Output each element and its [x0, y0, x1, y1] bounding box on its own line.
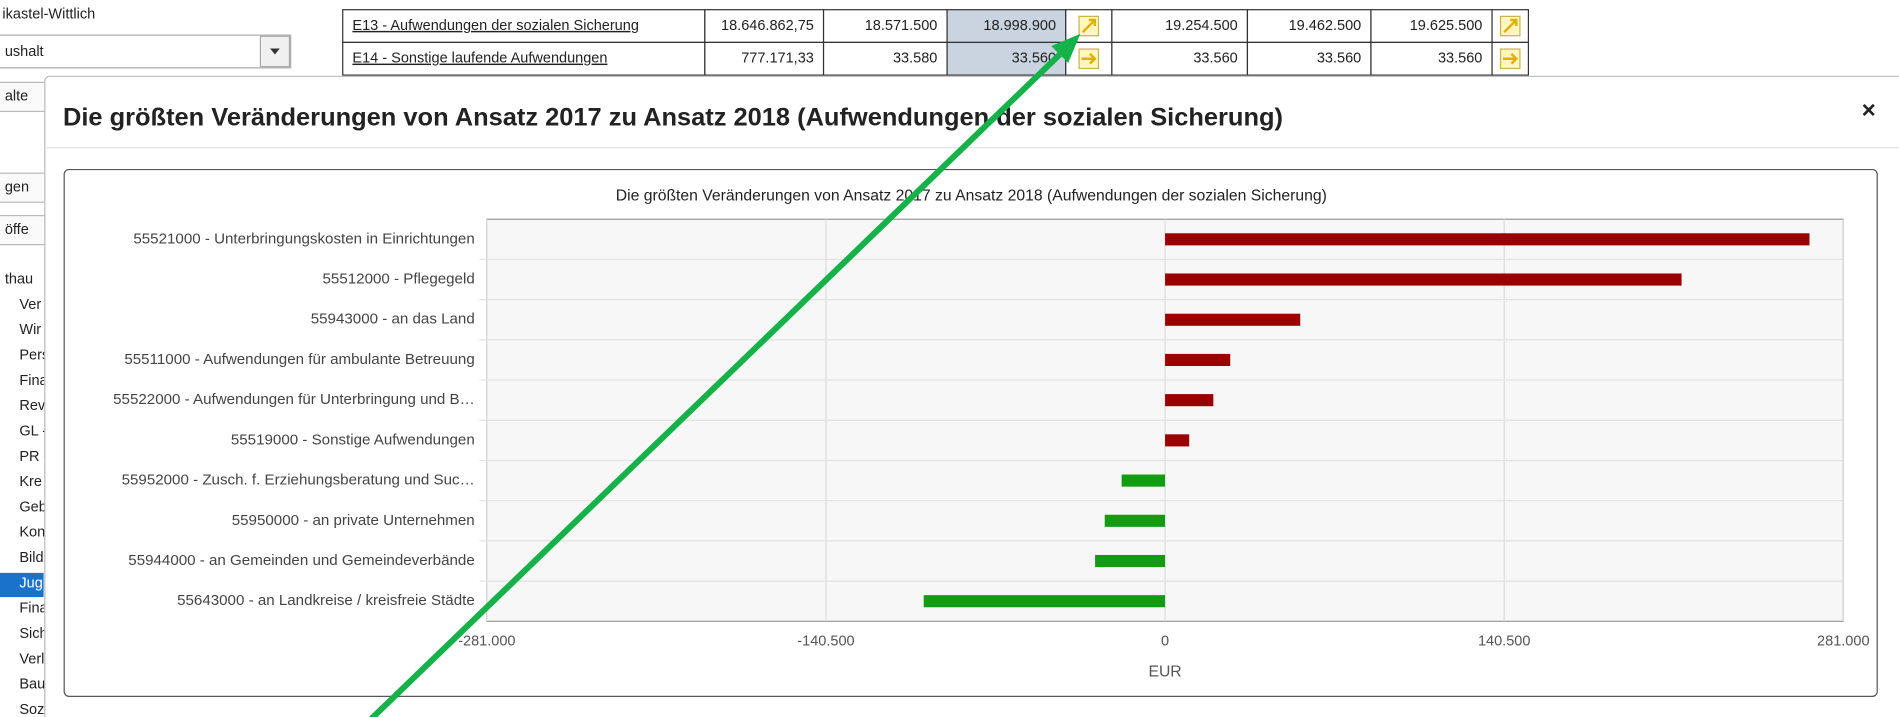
- table-cell: [342, 41, 706, 76]
- sidebar-button-label[interactable]: alte: [5, 89, 28, 105]
- sidebar-item[interactable]: Kre: [19, 474, 42, 490]
- sidebar-item[interactable]: Rev: [19, 398, 46, 414]
- table-value: 33.560: [1193, 51, 1237, 67]
- table-cell: [822, 9, 948, 44]
- y-tick-label: 55643000 - an Landkreise / kreisfreie St…: [177, 592, 475, 609]
- dropdown-value: ushalt: [5, 44, 44, 60]
- sidebar-button-label[interactable]: gen: [5, 180, 29, 196]
- y-tick-label: 55952000 - Zusch. f. Erziehungsberatung …: [122, 472, 475, 489]
- x-tick-label: 0: [1161, 634, 1169, 650]
- y-tick-label: 55944000 - an Gemeinden und Gemeindeverb…: [128, 552, 474, 569]
- bar: [1165, 273, 1682, 286]
- table-cell: [1246, 9, 1372, 44]
- dropdown-caret: [270, 48, 280, 55]
- x-tick-label: 281.000: [1817, 634, 1869, 650]
- sidebar-item[interactable]: GL -: [19, 423, 47, 439]
- x-tick-label: 140.500: [1478, 634, 1530, 650]
- table-value: 33.560: [1012, 51, 1056, 67]
- bar: [1165, 313, 1301, 326]
- sidebar-item[interactable]: Fina: [19, 373, 48, 389]
- row-link[interactable]: E14 - Sonstige laufende Aufwendungen: [352, 51, 607, 67]
- sidebar-item[interactable]: Kon: [19, 525, 45, 541]
- chart-layer: -281.000 -140.500 0 140.500 281.000 55521000 …: [113, 219, 1870, 650]
- sidebar-item[interactable]: Geb: [19, 499, 46, 515]
- row-link[interactable]: E13 - Aufwendungen der sozialen Sicherun…: [352, 18, 638, 34]
- sidebar-item[interactable]: Wir: [19, 322, 41, 338]
- table-cell: [1246, 41, 1372, 76]
- annotation-arrow: [368, 51, 1064, 717]
- y-tick-label: 55519000 - Sonstige Aufwendungen: [231, 431, 475, 448]
- table-value: 33.560: [1317, 51, 1361, 67]
- sidebar-item[interactable]: Bild: [19, 550, 43, 566]
- x-tick-label: -281.000: [458, 634, 515, 650]
- sidebar-item[interactable]: Sich: [19, 626, 47, 642]
- sidebar-item[interactable]: PR -: [19, 449, 48, 465]
- table-cell: [342, 9, 706, 44]
- sidebar-item[interactable]: Bau: [19, 677, 45, 693]
- bar: [1165, 434, 1190, 447]
- bar: [1165, 394, 1214, 407]
- table-value: 18.998.900: [983, 18, 1056, 34]
- close-button[interactable]: ×: [1862, 97, 1876, 124]
- trend-arrow: [1081, 18, 1097, 33]
- bar: [1165, 233, 1810, 246]
- table-value: 19.254.500: [1165, 18, 1238, 34]
- y-tick-label: 55522000 - Aufwendungen für Unterbringun…: [113, 391, 475, 408]
- modal-title: Die größten Veränderungen von Ansatz 201…: [63, 103, 1283, 131]
- annotation-arrowhead: [1051, 33, 1081, 63]
- x-axis-label: EUR: [1148, 663, 1181, 680]
- trend-arrow: [1502, 53, 1519, 65]
- sidebar-item[interactable]: Verl: [19, 651, 44, 667]
- table-value: 18.571.500: [865, 18, 938, 34]
- bar: [1104, 514, 1166, 527]
- sidebar-item[interactable]: Soz: [19, 702, 44, 717]
- y-tick-label: 55511000 - Aufwendungen für ambulante Be…: [124, 351, 474, 368]
- trend-arrow: [1081, 53, 1097, 65]
- table-cell: [1370, 9, 1493, 44]
- sidebar-item[interactable]: thau: [5, 272, 33, 288]
- table-cell: [1370, 41, 1493, 76]
- y-tick-label: 55512000 - Pflegegeld: [323, 271, 475, 288]
- sidebar-item[interactable]: Ver: [19, 297, 41, 313]
- table-value: 33.560: [1438, 51, 1482, 67]
- x-tick-label: -140.500: [797, 634, 854, 650]
- sidebar-location: ikastel-Wittlich: [2, 6, 95, 22]
- bar: [923, 595, 1166, 608]
- y-tick-label: 55943000 - an das Land: [311, 311, 475, 328]
- table-value: 777.171,33: [741, 51, 814, 67]
- sidebar-item[interactable]: Jug: [19, 575, 42, 591]
- bar: [1121, 474, 1166, 487]
- table-cell: [704, 41, 825, 76]
- selected-item-bg: [0, 572, 44, 598]
- chart-title: Die größten Veränderungen von Ansatz 201…: [616, 187, 1327, 204]
- table-value: 18.646.862,75: [721, 18, 814, 34]
- sidebar-button-label[interactable]: öffe: [5, 222, 29, 238]
- y-tick-label: 55521000 - Unterbringungskosten in Einri…: [133, 230, 474, 247]
- table-value: 33.580: [893, 51, 937, 67]
- bar: [1165, 353, 1231, 367]
- trend-arrow: [1503, 18, 1518, 33]
- sidebar-item[interactable]: Pers: [19, 348, 49, 364]
- dropdown[interactable]: [0, 34, 292, 69]
- bar: [1095, 554, 1166, 568]
- table-value: 19.462.500: [1289, 18, 1362, 34]
- table-value: 19.625.500: [1410, 18, 1483, 34]
- table-cell: [946, 9, 1067, 44]
- y-tick-label: 55950000 - an private Unternehmen: [232, 512, 475, 529]
- sidebar-item[interactable]: Fina: [19, 601, 48, 617]
